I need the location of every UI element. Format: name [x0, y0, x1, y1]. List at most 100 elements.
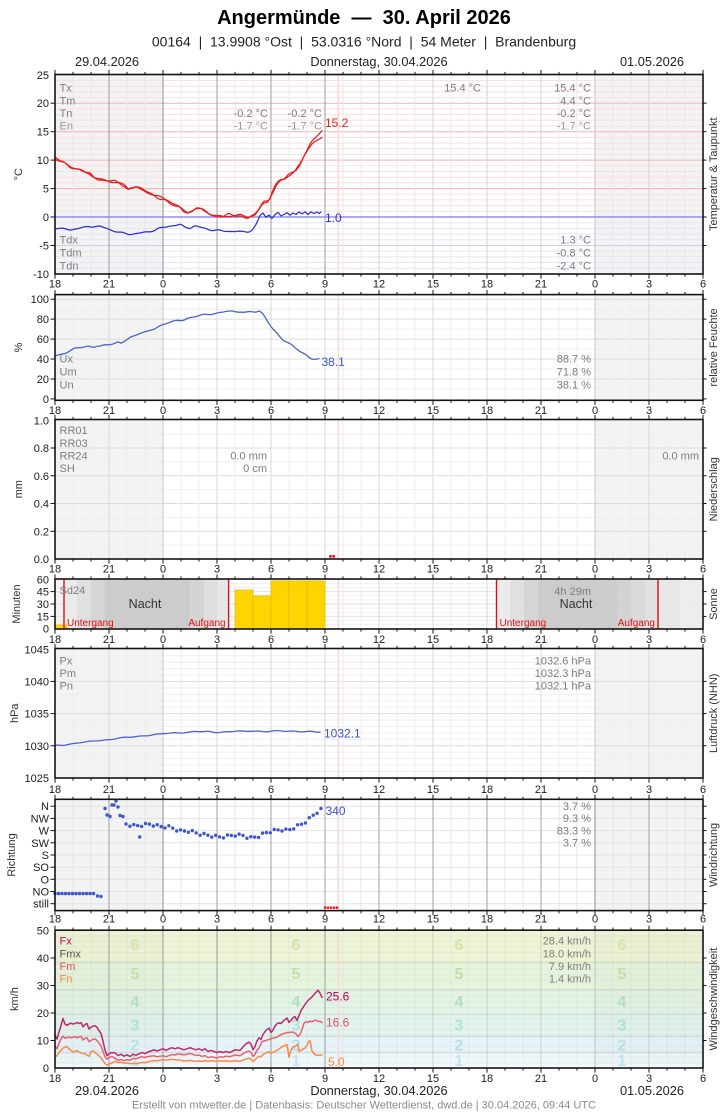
svg-text:18: 18 — [481, 563, 493, 575]
svg-text:SH: SH — [60, 463, 75, 475]
svg-text:W: W — [39, 826, 50, 838]
svg-text:0.0 mm: 0.0 mm — [230, 451, 267, 463]
svg-text:-1.7 °C: -1.7 °C — [234, 121, 268, 133]
svg-text:0: 0 — [43, 1063, 49, 1075]
svg-text:6: 6 — [700, 1073, 706, 1085]
svg-text:0: 0 — [160, 784, 166, 796]
svg-text:0.8: 0.8 — [34, 443, 49, 455]
svg-text:12: 12 — [373, 784, 385, 796]
svg-text:NW: NW — [31, 813, 50, 825]
svg-text:1032.3 hPa: 1032.3 hPa — [535, 668, 592, 680]
svg-text:0 cm: 0 cm — [243, 463, 267, 475]
svg-text:Nacht: Nacht — [560, 597, 593, 611]
svg-text:25.6: 25.6 — [326, 990, 350, 1004]
svg-text:S: S — [42, 850, 49, 862]
svg-text:0: 0 — [160, 279, 166, 291]
svg-text:00164 | 13.9908 °Ost | 53.: 00164 | 13.9908 °Ost | 53.0316 °Nord | 5… — [152, 34, 576, 50]
svg-text:3: 3 — [214, 784, 220, 796]
svg-text:°C: °C — [13, 168, 25, 180]
svg-text:3: 3 — [455, 1017, 464, 1034]
svg-text:18: 18 — [49, 784, 61, 796]
svg-text:18: 18 — [49, 1073, 61, 1085]
svg-text:01.05.2026: 01.05.2026 — [620, 54, 684, 69]
svg-text:0.0 mm: 0.0 mm — [662, 451, 699, 463]
svg-text:25: 25 — [37, 70, 49, 82]
svg-text:71.8 %: 71.8 % — [557, 367, 591, 379]
svg-text:16.6: 16.6 — [326, 1016, 350, 1030]
svg-text:3.7 %: 3.7 % — [563, 801, 591, 813]
svg-text:3: 3 — [646, 563, 652, 575]
svg-text:1032.1: 1032.1 — [324, 727, 361, 741]
svg-text:Sd24: Sd24 — [60, 585, 86, 597]
svg-text:0: 0 — [592, 914, 598, 926]
svg-text:38.1: 38.1 — [322, 355, 346, 369]
svg-text:Tdx: Tdx — [60, 235, 79, 247]
svg-text:21: 21 — [535, 279, 547, 291]
svg-text:3: 3 — [131, 1017, 140, 1034]
svg-text:1045: 1045 — [25, 644, 49, 656]
svg-text:hPa: hPa — [9, 703, 21, 723]
svg-text:9: 9 — [322, 634, 328, 646]
svg-text:20: 20 — [37, 374, 49, 386]
svg-text:21: 21 — [103, 279, 115, 291]
svg-text:Un: Un — [60, 380, 74, 392]
svg-text:Tdn: Tdn — [60, 261, 79, 273]
svg-text:15: 15 — [427, 405, 439, 417]
svg-text:RR03: RR03 — [60, 438, 88, 450]
svg-text:30: 30 — [37, 599, 49, 611]
svg-text:18: 18 — [49, 914, 61, 926]
svg-text:5.0: 5.0 — [328, 1055, 345, 1069]
svg-text:Fn: Fn — [60, 974, 73, 986]
svg-text:0: 0 — [592, 563, 598, 575]
svg-text:18: 18 — [481, 405, 493, 417]
svg-text:10: 10 — [37, 1036, 49, 1048]
svg-text:Fmx: Fmx — [60, 949, 82, 961]
svg-text:3: 3 — [646, 784, 652, 796]
svg-text:Richtung: Richtung — [6, 833, 18, 876]
svg-text:12: 12 — [373, 563, 385, 575]
svg-text:Untergang: Untergang — [67, 618, 114, 629]
svg-text:3: 3 — [646, 634, 652, 646]
svg-text:0.6: 0.6 — [34, 471, 49, 483]
svg-text:21: 21 — [103, 563, 115, 575]
svg-text:Pn: Pn — [60, 681, 73, 693]
svg-text:6: 6 — [268, 279, 274, 291]
svg-text:50: 50 — [37, 926, 49, 938]
svg-text:Aufgang: Aufgang — [188, 618, 225, 629]
svg-text:Donnerstag, 30.04.2026: Donnerstag, 30.04.2026 — [310, 54, 447, 69]
svg-text:21: 21 — [535, 634, 547, 646]
svg-text:21: 21 — [535, 405, 547, 417]
svg-text:5: 5 — [43, 184, 49, 196]
svg-text:1025: 1025 — [25, 773, 49, 785]
svg-text:-10: -10 — [33, 269, 49, 281]
svg-text:5: 5 — [618, 966, 627, 983]
svg-text:0.4: 0.4 — [34, 499, 49, 511]
svg-text:3: 3 — [292, 1017, 301, 1034]
svg-text:N: N — [41, 801, 49, 813]
svg-text:7.9 km/h: 7.9 km/h — [549, 961, 591, 973]
svg-text:0.0: 0.0 — [34, 554, 49, 566]
svg-text:3: 3 — [214, 563, 220, 575]
svg-text:3: 3 — [214, 914, 220, 926]
svg-text:1032.6 hPa: 1032.6 hPa — [535, 656, 592, 668]
svg-text:9: 9 — [322, 563, 328, 575]
svg-text:21: 21 — [103, 634, 115, 646]
svg-text:4: 4 — [131, 994, 140, 1011]
svg-text:1.4 km/h: 1.4 km/h — [549, 974, 591, 986]
svg-text:1035: 1035 — [25, 709, 49, 721]
svg-text:18: 18 — [481, 279, 493, 291]
svg-text:18: 18 — [481, 784, 493, 796]
svg-text:4: 4 — [618, 994, 627, 1011]
svg-text:6: 6 — [268, 1073, 274, 1085]
svg-text:0: 0 — [592, 279, 598, 291]
svg-text:21: 21 — [535, 914, 547, 926]
svg-text:0: 0 — [43, 212, 49, 224]
svg-text:6: 6 — [292, 937, 301, 954]
svg-text:0: 0 — [160, 405, 166, 417]
svg-text:6: 6 — [131, 937, 140, 954]
svg-text:15: 15 — [427, 634, 439, 646]
svg-text:-1.7 °C: -1.7 °C — [288, 121, 322, 133]
svg-text:0: 0 — [592, 405, 598, 417]
svg-text:En: En — [60, 121, 73, 133]
svg-text:3: 3 — [214, 1073, 220, 1085]
